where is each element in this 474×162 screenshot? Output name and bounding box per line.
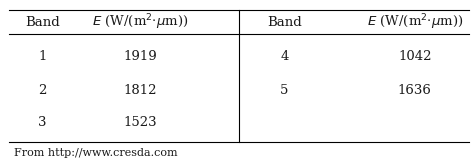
Text: 2: 2 (38, 83, 47, 97)
Text: 1812: 1812 (123, 83, 156, 97)
Text: $E$ (W/(m$^2$$\cdot$$\mu$m)): $E$ (W/(m$^2$$\cdot$$\mu$m)) (366, 12, 463, 32)
Text: Band: Band (267, 16, 302, 29)
Text: 3: 3 (38, 116, 47, 128)
Text: 1: 1 (38, 51, 47, 64)
Text: 1523: 1523 (123, 116, 156, 128)
Text: From http://www.cresda.com: From http://www.cresda.com (14, 148, 178, 158)
Text: 4: 4 (280, 51, 289, 64)
Text: 1919: 1919 (123, 51, 157, 64)
Text: 5: 5 (280, 83, 289, 97)
Text: 1636: 1636 (398, 83, 432, 97)
Text: Band: Band (25, 16, 60, 29)
Text: 1042: 1042 (398, 51, 431, 64)
Text: $E$ (W/(m$^2$$\cdot$$\mu$m)): $E$ (W/(m$^2$$\cdot$$\mu$m)) (91, 12, 188, 32)
